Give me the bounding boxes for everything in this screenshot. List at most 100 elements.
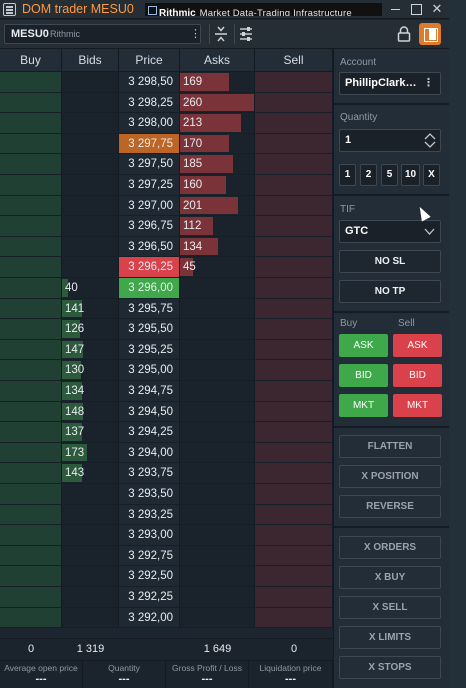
ask-cell[interactable]: 112: [180, 216, 255, 236]
buy-cell[interactable]: [0, 298, 62, 319]
buy-market-button[interactable]: MKT: [339, 394, 388, 417]
bid-cell[interactable]: 173: [62, 442, 119, 463]
quick-qty-clear[interactable]: X: [423, 164, 440, 186]
price-cell[interactable]: 3 295,75: [119, 298, 180, 319]
buy-ask-button[interactable]: ASK: [339, 334, 388, 357]
bid-cell[interactable]: 137: [62, 422, 119, 442]
price-cell[interactable]: 3 293,00: [119, 525, 180, 545]
price-cell[interactable]: 3 295,50: [119, 319, 180, 339]
ask-cell[interactable]: 45: [180, 257, 255, 277]
buy-cell[interactable]: [0, 278, 62, 298]
buy-cell[interactable]: [0, 504, 62, 525]
quick-qty-10[interactable]: 10: [401, 164, 420, 186]
sell-cell[interactable]: [255, 92, 333, 113]
stepper-arrows-icon[interactable]: [424, 132, 436, 149]
price-cell[interactable]: 3 292,50: [119, 566, 180, 586]
price-cell[interactable]: 3 295,25: [119, 339, 180, 360]
bid-cell[interactable]: [62, 257, 119, 277]
ask-cell[interactable]: 134: [180, 236, 255, 257]
ask-cell[interactable]: [180, 278, 255, 298]
buy-cell[interactable]: [0, 545, 62, 566]
price-cell[interactable]: 3 297,75: [119, 133, 180, 154]
bid-cell[interactable]: [62, 216, 119, 236]
bid-cell[interactable]: [62, 236, 119, 257]
ask-cell[interactable]: 185: [180, 154, 255, 174]
buy-cell[interactable]: [0, 92, 62, 113]
quick-qty-2[interactable]: 2: [360, 164, 377, 186]
bid-cell[interactable]: 148: [62, 401, 119, 422]
sell-ask-button[interactable]: ASK: [393, 334, 442, 357]
ask-cell[interactable]: 160: [180, 175, 255, 195]
ladder-settings-button[interactable]: [234, 24, 256, 44]
buy-cell[interactable]: [0, 319, 62, 339]
more-vertical-icon[interactable]: ⋮: [423, 77, 434, 89]
bid-cell[interactable]: 141: [62, 298, 119, 319]
sell-cell[interactable]: [255, 442, 333, 463]
cancel-sell-button[interactable]: X SELL: [339, 596, 441, 619]
sell-cell[interactable]: [255, 607, 333, 628]
buy-cell[interactable]: [0, 113, 62, 133]
minimize-icon[interactable]: [389, 2, 403, 16]
sell-cell[interactable]: [255, 133, 333, 154]
sell-cell[interactable]: [255, 360, 333, 380]
sell-cell[interactable]: [255, 381, 333, 401]
buy-cell[interactable]: [0, 216, 62, 236]
price-cell[interactable]: 3 298,25: [119, 92, 180, 113]
price-cell[interactable]: 3 294,75: [119, 381, 180, 401]
price-cell[interactable]: 3 292,00: [119, 607, 180, 628]
price-cell[interactable]: 3 292,25: [119, 587, 180, 607]
tif-select[interactable]: GTC: [339, 220, 441, 243]
flatten-button[interactable]: FLATTEN: [339, 435, 441, 458]
sell-cell[interactable]: [255, 278, 333, 298]
bid-cell[interactable]: [62, 113, 119, 133]
price-cell[interactable]: 3 296,00: [119, 278, 180, 298]
sell-cell[interactable]: [255, 257, 333, 277]
bid-cell[interactable]: [62, 525, 119, 545]
sell-cell[interactable]: [255, 401, 333, 422]
buy-bid-button[interactable]: BID: [339, 364, 388, 387]
ask-cell[interactable]: [180, 442, 255, 463]
title-bar[interactable]: DOM trader MESU0 Rithmic Market Data-Trad…: [0, 0, 449, 19]
ask-cell[interactable]: [180, 339, 255, 360]
sell-cell[interactable]: [255, 484, 333, 504]
sell-cell[interactable]: [255, 175, 333, 195]
no-tp-button[interactable]: NO TP: [339, 280, 441, 303]
sell-cell[interactable]: [255, 525, 333, 545]
sell-cell[interactable]: [255, 422, 333, 442]
buy-cell[interactable]: [0, 463, 62, 483]
ask-cell[interactable]: 169: [180, 72, 255, 92]
buy-cell[interactable]: [0, 442, 62, 463]
price-cell[interactable]: 3 293,75: [119, 463, 180, 483]
bid-cell[interactable]: [62, 195, 119, 216]
buy-cell[interactable]: [0, 607, 62, 628]
sell-cell[interactable]: [255, 587, 333, 607]
close-icon[interactable]: ✕: [431, 1, 443, 16]
ask-cell[interactable]: 260: [180, 92, 255, 113]
price-cell[interactable]: 3 293,25: [119, 504, 180, 525]
center-ladder-button[interactable]: [209, 24, 231, 44]
sell-cell[interactable]: [255, 504, 333, 525]
sell-cell[interactable]: [255, 545, 333, 566]
bid-cell[interactable]: [62, 133, 119, 154]
ask-cell[interactable]: [180, 381, 255, 401]
bid-cell[interactable]: 147: [62, 339, 119, 360]
buy-cell[interactable]: [0, 236, 62, 257]
bid-cell[interactable]: [62, 72, 119, 92]
buy-cell[interactable]: [0, 72, 62, 92]
bid-cell[interactable]: 143: [62, 463, 119, 483]
bid-cell[interactable]: [62, 92, 119, 113]
price-cell[interactable]: 3 296,50: [119, 236, 180, 257]
price-cell[interactable]: 3 294,00: [119, 442, 180, 463]
ask-cell[interactable]: [180, 587, 255, 607]
price-cell[interactable]: 3 298,50: [119, 72, 180, 92]
bid-cell[interactable]: [62, 607, 119, 628]
cancel-limits-button[interactable]: X LIMITS: [339, 626, 441, 649]
price-cell[interactable]: 3 298,00: [119, 113, 180, 133]
ask-cell[interactable]: 170: [180, 133, 255, 154]
ask-cell[interactable]: [180, 504, 255, 525]
sell-bid-button[interactable]: BID: [393, 364, 442, 387]
quick-qty-5[interactable]: 5: [381, 164, 398, 186]
cancel-orders-button[interactable]: X ORDERS: [339, 536, 441, 559]
price-cell[interactable]: 3 297,50: [119, 154, 180, 174]
ask-cell[interactable]: [180, 401, 255, 422]
